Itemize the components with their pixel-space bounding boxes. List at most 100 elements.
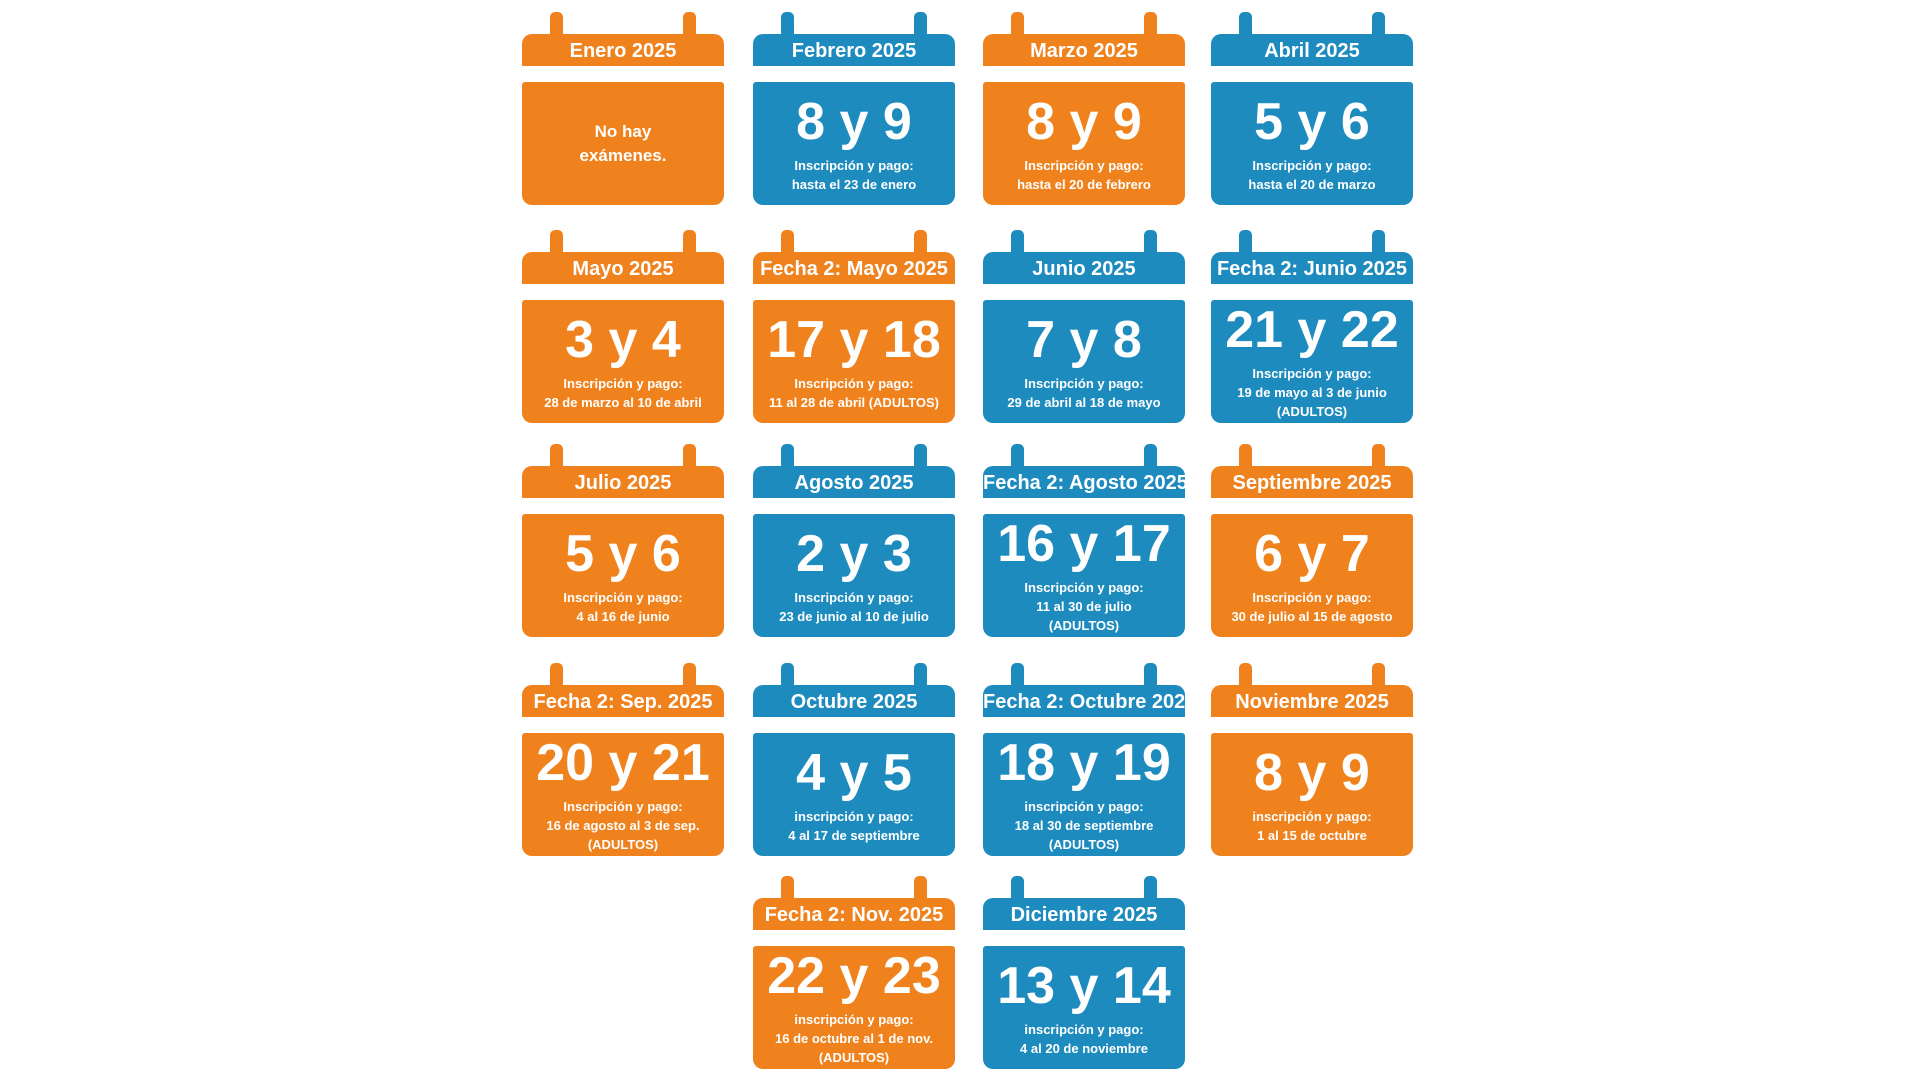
calendar-card: Mayo 2025 3 y 4 Inscripción y pago: 28 de m… [522,230,724,423]
calendar-ring [1011,444,1024,474]
calendar-ring [914,663,927,693]
exam-dates: 8 y 9 [1026,92,1142,151]
calendar-card: Diciembre 2025 13 y 14 inscripción y pago:… [983,876,1185,1069]
calendar-ring [683,12,696,42]
calendar-ring [683,663,696,693]
registration-text: hasta el 23 de enero [791,176,917,192]
exam-dates: 17 y 18 [767,310,941,369]
calendar-card: Fecha 2: Agosto 2025 16 y 17 Inscripción y… [983,444,1188,637]
exam-dates: 7 y 8 [1026,310,1142,369]
registration-text: (ADULTOS) [818,1050,890,1065]
registration-text: Inscripción y pago: [563,589,683,605]
calendar-card: Fecha 2: Nov. 2025 22 y 23 inscripción y p… [753,876,955,1069]
calendar-card: Julio 2025 5 y 6 Inscripción y pago: 4 al 1… [522,444,724,637]
registration-text: 16 de octubre al 1 de nov. [775,1031,933,1046]
exam-dates: 20 y 21 [536,734,710,792]
registration-text: inscripción y pago: [794,1012,914,1027]
calendar-ring [1372,12,1385,42]
calendar-ring [781,12,794,42]
registration-text: 18 al 30 de septiembre [1014,818,1154,833]
registration-text: Inscripción y pago: [794,375,914,391]
registration-text: 16 de agosto al 3 de sep. [546,818,700,833]
exam-dates: 13 y 14 [997,956,1171,1015]
calendar-ring [550,663,563,693]
calendar-ring [1144,876,1157,906]
calendar-ring [781,230,794,260]
calendar-ring [683,444,696,474]
calendar-card: Fecha 2: Sep. 2025 20 y 21 Inscripción y p… [522,663,724,856]
calendar-ring [781,876,794,906]
calendar-card: Fecha 2: Octubre 2025 18 y 19 inscripción … [983,663,1196,856]
card-body: 16 y 17 Inscripción y pago: 11 al 30 de ju… [983,514,1185,637]
registration-text: 4 al 17 de septiembre [788,827,920,843]
exam-dates: 21 y 22 [1225,301,1399,359]
registration-text: Inscripción y pago: [794,589,914,605]
calendar-ring [550,12,563,42]
calendar-card: Enero 2025 No hay exámenes. [522,12,724,205]
registration-text: 11 al 28 de abril (ADULTOS) [768,394,939,410]
registration-text: Inscripción y pago: [563,375,683,391]
exam-dates: 22 y 23 [767,947,941,1005]
exam-dates: 2 y 3 [796,524,912,583]
registration-text: 11 al 30 de julio [1036,599,1132,614]
exam-dates: 6 y 7 [1254,524,1370,583]
registration-text: Inscripción y pago: [1024,157,1144,173]
registration-text: 30 de julio al 15 de agosto [1231,608,1393,624]
calendar-ring [781,663,794,693]
registration-text: No hay [594,121,652,141]
registration-text: Inscripción y pago: [563,799,683,814]
calendar-card: Junio 2025 7 y 8 Inscripción y pago: 29 de … [983,230,1185,423]
calendar-ring [1011,663,1024,693]
registration-text: inscripción y pago: [1024,1021,1144,1037]
registration-text: Inscripción y pago: [1252,366,1372,381]
calendar-ring [914,444,927,474]
card-body: 6 y 7 Inscripción y pago: 30 de julio al 1… [1211,514,1413,637]
calendar-card: Marzo 2025 8 y 9 Inscripción y pago: hasta … [983,12,1185,205]
calendar-ring [914,230,927,260]
calendar-card: Agosto 2025 2 y 3 Inscripción y pago: 23 de… [753,444,955,637]
registration-text: Inscripción y pago: [1252,157,1372,173]
calendar-ring [1239,444,1252,474]
card-title: Marzo 2025 [983,34,1185,66]
card-body: 4 y 5 inscripción y pago: 4 al 17 de septi… [753,733,955,856]
card-body: 3 y 4 Inscripción y pago: 28 de marzo al 1… [522,300,724,423]
calendar-ring [1144,444,1157,474]
registration-text: Inscripción y pago: [1024,375,1144,391]
registration-text: 23 de junio al 10 de julio [779,608,929,624]
card-body: No hay exámenes. [522,82,724,205]
card-body: 18 y 19 inscripción y pago: 18 al 30 de se… [983,733,1185,856]
exam-dates: 5 y 6 [565,524,681,583]
exam-dates: 8 y 9 [1254,743,1370,802]
card-body: 5 y 6 Inscripción y pago: 4 al 16 de junio [522,514,724,637]
exam-dates: 16 y 17 [997,515,1171,573]
registration-text: (ADULTOS) [1048,618,1120,633]
calendar-card: Febrero 2025 8 y 9 Inscripción y pago: hast… [753,12,955,205]
registration-text: inscripción y pago: [1252,808,1372,824]
calendar-ring [1372,230,1385,260]
card-title: Fecha 2: Mayo 2025 [753,252,955,284]
registration-text: hasta el 20 de febrero [1017,176,1151,192]
card-title: Diciembre 2025 [983,898,1185,930]
card-body: 8 y 9 Inscripción y pago: hasta el 23 de e… [753,82,955,205]
registration-text: Inscripción y pago: [1252,589,1372,605]
calendar-ring [914,12,927,42]
registration-text: inscripción y pago: [794,808,914,824]
card-body: 22 y 23 inscripción y pago: 16 de octubre … [753,946,955,1069]
card-body: 17 y 18 Inscripción y pago: 11 al 28 de ab… [753,300,955,423]
registration-text: Inscripción y pago: [794,157,914,173]
calendar-ring [1239,230,1252,260]
card-body: 7 y 8 Inscripción y pago: 29 de abril al 1… [983,300,1185,423]
calendar-ring [683,230,696,260]
registration-text: (ADULTOS) [587,837,659,852]
registration-text: inscripción y pago: [1024,799,1144,814]
calendar-card: Fecha 2: Mayo 2025 17 y 18 Inscripción y p… [753,230,955,423]
card-body: 8 y 9 inscripción y pago: 1 al 15 de octub… [1211,733,1413,856]
calendar-ring [1011,876,1024,906]
calendar-ring [550,230,563,260]
calendar-card: Octubre 2025 4 y 5 inscripción y pago: 4 al… [753,663,955,856]
calendar-ring [1372,444,1385,474]
calendar-ring [1144,12,1157,42]
exam-dates: 3 y 4 [565,310,681,369]
